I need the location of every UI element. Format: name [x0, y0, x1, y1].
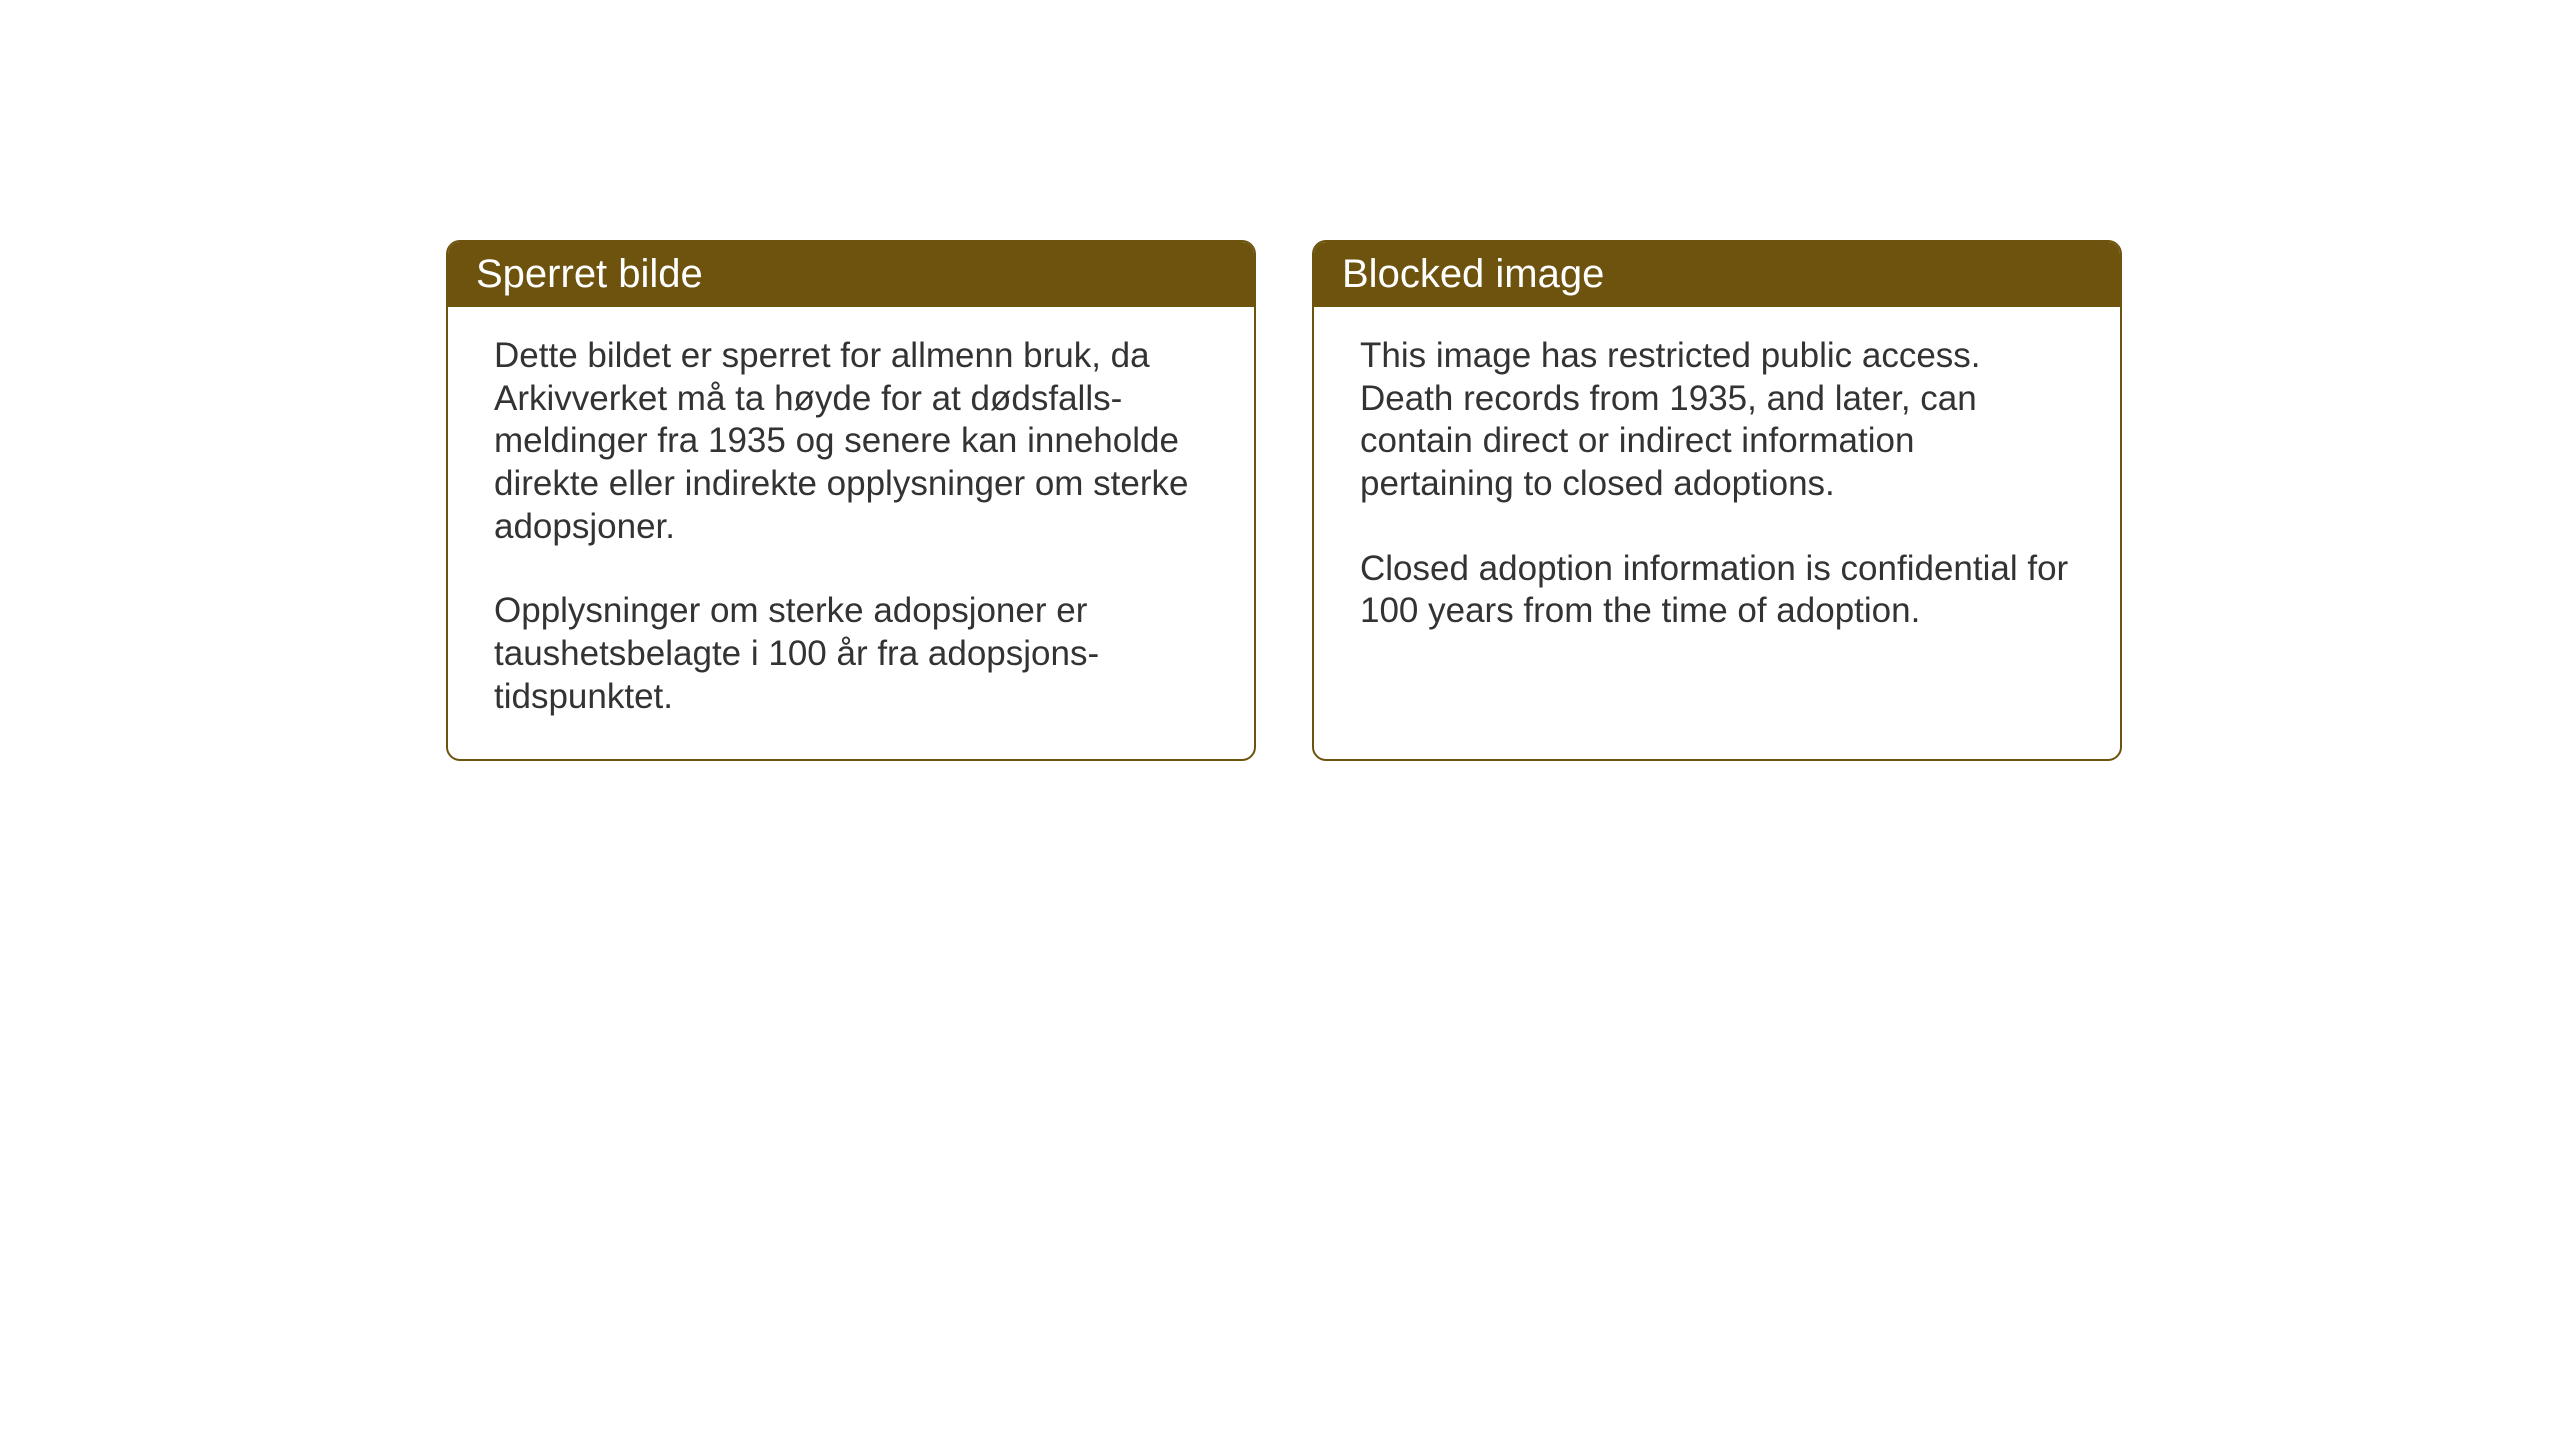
- norwegian-card-header: Sperret bilde: [448, 242, 1254, 307]
- english-paragraph-1: This image has restricted public access.…: [1360, 335, 2074, 506]
- notice-cards-container: Sperret bilde Dette bildet er sperret fo…: [446, 240, 2122, 761]
- norwegian-paragraph-1: Dette bildet er sperret for allmenn bruk…: [494, 335, 1208, 548]
- english-card-header: Blocked image: [1314, 242, 2120, 307]
- norwegian-paragraph-2: Opplysninger om sterke adopsjoner er tau…: [494, 590, 1208, 718]
- norwegian-notice-card: Sperret bilde Dette bildet er sperret fo…: [446, 240, 1256, 761]
- english-card-body: This image has restricted public access.…: [1314, 307, 2120, 673]
- english-paragraph-2: Closed adoption information is confident…: [1360, 548, 2074, 633]
- english-notice-card: Blocked image This image has restricted …: [1312, 240, 2122, 761]
- norwegian-card-body: Dette bildet er sperret for allmenn bruk…: [448, 307, 1254, 759]
